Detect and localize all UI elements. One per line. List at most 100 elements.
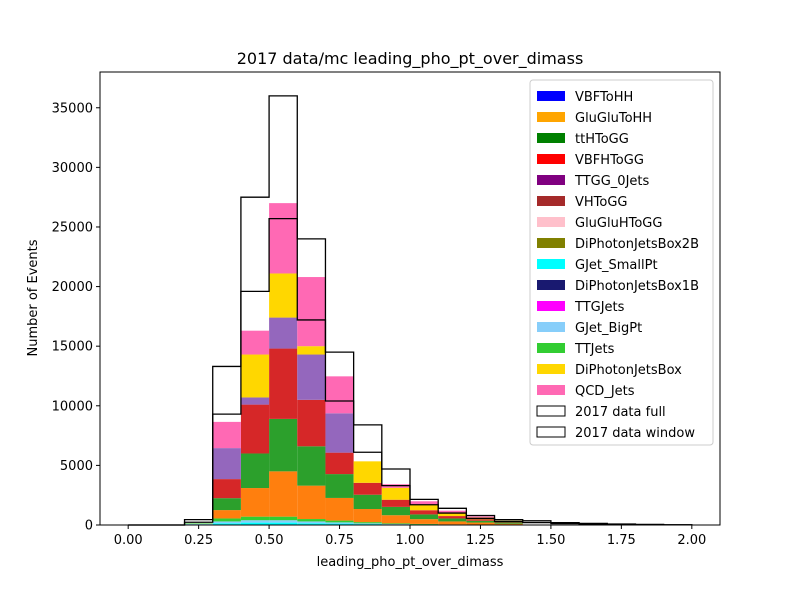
legend-entry: GluGluToHH xyxy=(575,111,652,126)
legend-swatch xyxy=(537,364,565,374)
legend-entry: VBFHToGG xyxy=(575,153,644,168)
bar-GJet_SmallPt-bin-4 xyxy=(240,522,270,525)
bar-band-3-bin-3 xyxy=(212,448,241,480)
bar-TTJets-bin-2 xyxy=(184,523,213,525)
bar-band-2-bin-6 xyxy=(297,399,326,447)
bar-band-0-bin-12 xyxy=(466,522,495,525)
legend-swatch xyxy=(537,343,565,353)
bar-band-0-bin-7 xyxy=(325,497,354,521)
bar-GJet_SmallPt-bin-5 xyxy=(269,522,298,525)
legend-entry: VHToGG xyxy=(575,195,628,210)
bar-GJet_BigPt-bin-6 xyxy=(297,521,326,524)
bar-band-0-bin-3 xyxy=(212,510,241,519)
legend-swatch xyxy=(537,217,565,227)
y-axis-label: Number of Events xyxy=(26,239,41,356)
legend-swatch xyxy=(537,196,565,206)
legend-entry: GJet_SmallPt xyxy=(575,258,658,273)
legend-swatch xyxy=(537,91,565,101)
bar-band-4-bin-9 xyxy=(381,487,410,500)
bar-band-0-bin-8 xyxy=(353,509,382,523)
legend-swatch xyxy=(537,154,565,164)
bar-GJet_BigPt-bin-7 xyxy=(325,522,354,524)
x-tick-label: 0.50 xyxy=(255,533,284,548)
bar-band-1-bin-9 xyxy=(381,506,410,516)
x-tick-label: 1.50 xyxy=(536,533,565,548)
legend-swatch xyxy=(536,426,566,438)
bar-band-4-bin-8 xyxy=(353,461,382,483)
legend-entry: GluGluHToGG xyxy=(575,216,662,231)
bar-GJet_SmallPt-bin-6 xyxy=(297,523,326,525)
legend-swatch xyxy=(537,133,565,143)
bar-band-5-bin-3 xyxy=(212,421,241,449)
bar-TTJets-bin-5 xyxy=(269,516,298,521)
bar-band-2-bin-10 xyxy=(410,510,439,515)
y-tick-label: 15000 xyxy=(52,340,93,355)
legend-entry: DiPhotonJetsBox2B xyxy=(575,237,699,252)
bar-TTJets-bin-7 xyxy=(325,520,354,523)
legend-entry: VBFToHH xyxy=(575,90,633,105)
bar-band-4-bin-6 xyxy=(297,346,326,355)
y-tick-label: 10000 xyxy=(52,399,93,414)
bar-band-0-bin-6 xyxy=(297,485,326,520)
bar-TTJets-bin-6 xyxy=(297,519,326,522)
bar-band-1-bin-3 xyxy=(212,498,241,511)
bar-GJet_BigPt-bin-3 xyxy=(212,521,241,524)
bar-band-2-bin-4 xyxy=(240,404,270,454)
bar-band-1-bin-10 xyxy=(410,514,439,520)
axes: 0.00 0.25 0.50 0.75 1.00 1.25 1.50 1.75 2.00 0 500… xyxy=(52,71,721,548)
bar-band-2-bin-13 xyxy=(494,521,523,523)
bar-band-5-bin-5 xyxy=(269,203,298,274)
bar-band-0-bin-13 xyxy=(494,523,523,525)
bar-band-1-bin-4 xyxy=(240,453,270,489)
data-window-outline xyxy=(128,217,693,526)
bar-GJet_BigPt-bin-5 xyxy=(269,520,298,523)
bar-band-1-bin-8 xyxy=(353,494,382,510)
y-tick-label: 25000 xyxy=(52,220,93,235)
bar-band-5-bin-11 xyxy=(438,510,467,513)
bar-band-0-bin-10 xyxy=(410,519,439,524)
legend-swatch xyxy=(537,259,565,269)
legend-swatch xyxy=(537,301,565,311)
x-axis-label: leading_pho_pt_over_dimass xyxy=(317,555,504,570)
bar-band-1-bin-13 xyxy=(494,522,523,524)
legend-swatch xyxy=(537,238,565,248)
bar-GJet_SmallPt-bin-3 xyxy=(212,523,241,525)
bar-GJet_SmallPt-bin-7 xyxy=(325,523,354,525)
bar-band-5-bin-6 xyxy=(297,277,326,347)
legend-entry: ttHToGG xyxy=(575,132,629,147)
legend-swatch xyxy=(537,175,565,185)
bar-band-5-bin-10 xyxy=(410,501,439,505)
bar-band-4-bin-10 xyxy=(410,504,439,511)
bar-band-2-bin-9 xyxy=(381,499,410,507)
bar-band-0-bin-5 xyxy=(269,471,298,517)
legend-entry: TTGG_0Jets xyxy=(574,174,650,189)
bar-band-1-bin-6 xyxy=(297,446,326,486)
legend-box xyxy=(529,79,714,446)
bar-band-2-bin-5 xyxy=(269,348,298,419)
bar-GJet_BigPt-bin-4 xyxy=(240,520,270,523)
legend-entry: 2017 data window xyxy=(575,426,695,441)
bar-band-1-bin-7 xyxy=(325,474,354,498)
bar-band-1-bin-12 xyxy=(466,520,495,523)
x-tick-label: 1.25 xyxy=(466,533,495,548)
legend: VBFToHH GluGluToHH ttHToGG VBFHToGG TTGG_0Je… xyxy=(529,79,714,446)
legend-swatch xyxy=(537,112,565,122)
bar-band-2-bin-3 xyxy=(212,479,241,499)
bar-band-3-bin-5 xyxy=(269,317,298,349)
bar-band-4-bin-4 xyxy=(240,354,270,398)
legend-swatch xyxy=(536,405,566,417)
bar-band-2-bin-8 xyxy=(353,482,382,495)
bar-band-3-bin-7 xyxy=(325,413,354,453)
legend-swatch xyxy=(537,322,565,332)
bar-TTJets-bin-8 xyxy=(353,522,382,524)
bar-band-1-bin-5 xyxy=(269,418,298,472)
y-tick-label: 0 xyxy=(85,519,93,534)
plot-area xyxy=(128,95,693,526)
legend-entry: 2017 data full xyxy=(575,405,666,420)
y-tick-label: 20000 xyxy=(52,280,93,295)
bar-band-4-bin-11 xyxy=(438,512,467,517)
bar-band-0-bin-11 xyxy=(438,521,467,525)
bar-band-1-bin-11 xyxy=(438,518,467,522)
bar-band-5-bin-12 xyxy=(466,516,495,518)
bar-band-5-bin-7 xyxy=(325,376,354,414)
